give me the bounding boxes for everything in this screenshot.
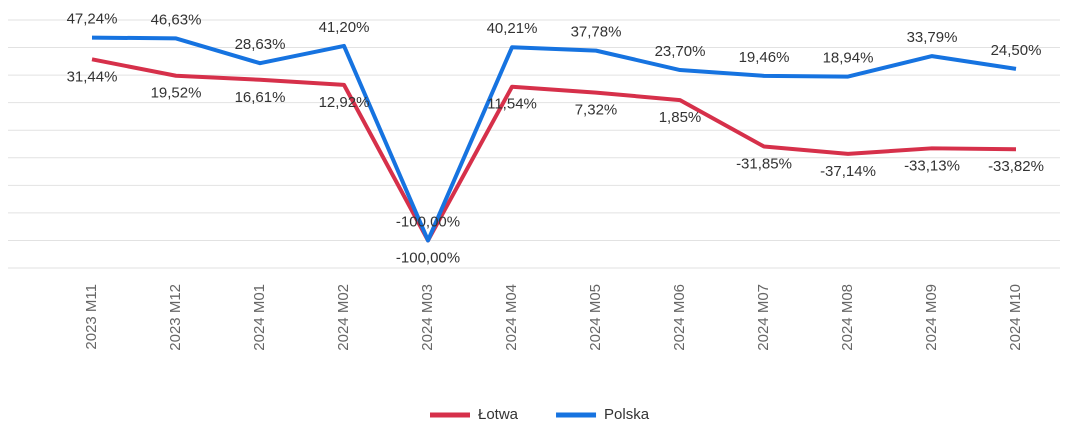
- data-label: -33,82%: [988, 158, 1044, 175]
- x-tick-label: 2024 M04: [503, 284, 520, 351]
- series-line: [91, 57, 1017, 243]
- data-label: 40,21%: [487, 20, 538, 37]
- x-tick-label: 2024 M03: [419, 284, 436, 351]
- x-tick-label: 2024 M01: [251, 284, 268, 351]
- data-label: -37,14%: [820, 163, 876, 180]
- data-label: 16,61%: [235, 89, 286, 106]
- x-tick-label: 2024 M06: [671, 284, 688, 351]
- data-label: -100,00%: [396, 213, 460, 230]
- data-label: 37,78%: [571, 24, 622, 41]
- data-label: 47,24%: [67, 11, 118, 28]
- legend-label: Polska: [604, 406, 650, 423]
- data-label: 19,52%: [151, 85, 202, 102]
- data-label: 33,79%: [907, 29, 958, 46]
- data-label: 28,63%: [235, 36, 286, 53]
- data-label: 31,44%: [67, 68, 118, 85]
- data-label: 7,32%: [575, 102, 618, 119]
- data-label: 46,63%: [151, 11, 202, 28]
- data-label: 24,50%: [991, 42, 1042, 59]
- series-line: [91, 35, 1017, 243]
- data-label: -100,00%: [396, 249, 460, 266]
- data-label: 12,92%: [319, 94, 370, 111]
- x-tick-label: 2023 M12: [167, 284, 184, 351]
- data-label: -31,85%: [736, 156, 792, 173]
- data-label: 23,70%: [655, 43, 706, 60]
- legend-label: Łotwa: [478, 406, 519, 423]
- data-label: -33,13%: [904, 157, 960, 174]
- x-tick-label: 2024 M07: [755, 284, 772, 351]
- data-label: 1,85%: [659, 109, 702, 126]
- x-tick-label: 2023 M11: [83, 284, 100, 350]
- data-label: 11,54%: [487, 96, 537, 113]
- data-label: 18,94%: [823, 50, 874, 67]
- data-label: 41,20%: [319, 19, 370, 36]
- x-tick-label: 2024 M08: [839, 284, 856, 351]
- x-tick-label: 2024 M05: [587, 284, 604, 351]
- data-label: 19,46%: [739, 49, 790, 66]
- x-tick-label: 2024 M09: [923, 284, 940, 351]
- x-tick-label: 2024 M10: [1007, 284, 1024, 351]
- x-tick-label: 2024 M02: [335, 284, 352, 351]
